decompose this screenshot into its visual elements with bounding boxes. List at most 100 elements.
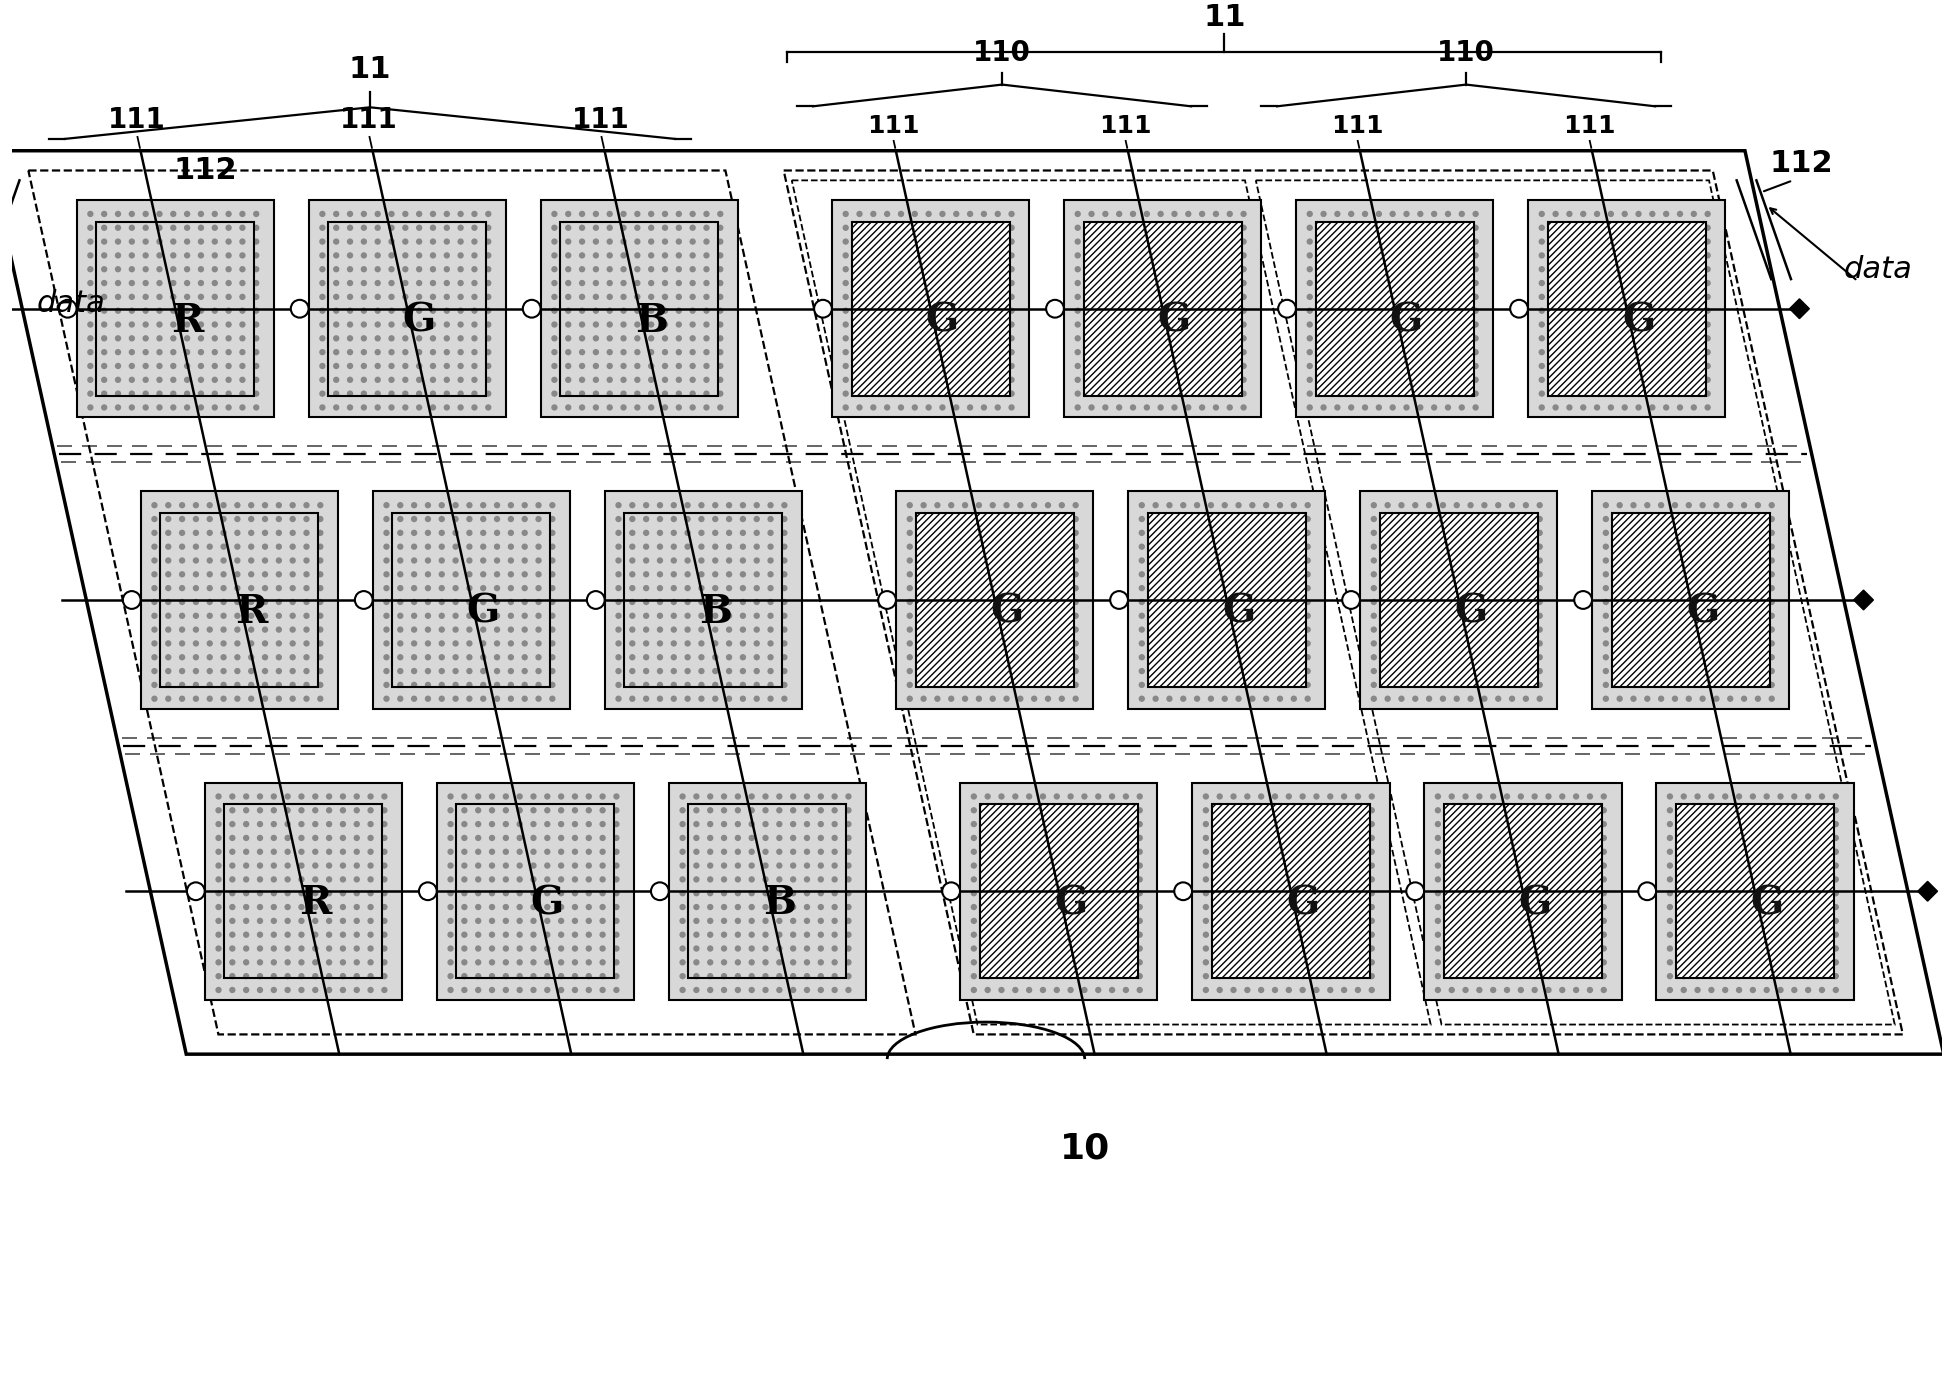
Circle shape	[1559, 974, 1565, 979]
Circle shape	[340, 918, 346, 924]
Circle shape	[1678, 211, 1682, 217]
Circle shape	[967, 294, 973, 299]
Circle shape	[754, 614, 760, 618]
Circle shape	[1110, 974, 1114, 979]
Circle shape	[998, 822, 1004, 826]
Circle shape	[1186, 364, 1190, 368]
Circle shape	[1153, 669, 1159, 673]
Circle shape	[1573, 932, 1579, 938]
Circle shape	[1432, 405, 1436, 410]
Circle shape	[703, 378, 709, 382]
Circle shape	[244, 946, 248, 952]
Circle shape	[1819, 918, 1825, 924]
Circle shape	[1032, 600, 1038, 604]
Circle shape	[1180, 586, 1186, 590]
Circle shape	[1581, 225, 1587, 230]
Circle shape	[389, 280, 395, 285]
Circle shape	[621, 378, 625, 382]
Circle shape	[1618, 614, 1622, 618]
Circle shape	[1635, 239, 1641, 244]
Circle shape	[551, 323, 557, 327]
Circle shape	[1778, 836, 1782, 840]
Circle shape	[240, 378, 244, 382]
Circle shape	[707, 849, 713, 854]
Circle shape	[444, 239, 449, 244]
Circle shape	[545, 794, 549, 798]
Circle shape	[254, 405, 258, 410]
Circle shape	[676, 309, 682, 313]
Circle shape	[981, 294, 987, 299]
Text: 110: 110	[973, 39, 1032, 66]
Circle shape	[129, 309, 135, 313]
Circle shape	[1258, 863, 1264, 867]
Circle shape	[334, 405, 338, 410]
Circle shape	[1223, 627, 1227, 632]
Circle shape	[545, 836, 549, 840]
Circle shape	[926, 323, 932, 327]
Circle shape	[871, 266, 875, 272]
Circle shape	[1073, 558, 1079, 563]
Circle shape	[1751, 822, 1755, 826]
Circle shape	[717, 323, 723, 327]
Circle shape	[635, 378, 639, 382]
Circle shape	[494, 600, 500, 604]
Circle shape	[481, 641, 487, 645]
Circle shape	[1778, 974, 1782, 979]
Circle shape	[741, 503, 744, 507]
Circle shape	[1792, 863, 1798, 867]
Circle shape	[1405, 364, 1409, 368]
Circle shape	[1321, 350, 1327, 354]
Circle shape	[1292, 600, 1296, 604]
Circle shape	[467, 545, 471, 549]
Circle shape	[778, 877, 782, 883]
Circle shape	[998, 960, 1004, 965]
Circle shape	[518, 946, 522, 952]
Circle shape	[1505, 974, 1510, 979]
Circle shape	[741, 614, 744, 618]
Circle shape	[580, 350, 584, 354]
Circle shape	[998, 932, 1004, 938]
Circle shape	[508, 683, 514, 687]
Circle shape	[1667, 836, 1673, 840]
Circle shape	[1587, 932, 1593, 938]
Circle shape	[764, 891, 768, 896]
Circle shape	[551, 336, 557, 341]
Circle shape	[858, 350, 862, 354]
Polygon shape	[1593, 491, 1790, 709]
Circle shape	[262, 600, 268, 604]
Circle shape	[1618, 503, 1622, 507]
Circle shape	[1278, 627, 1282, 632]
Circle shape	[1145, 225, 1149, 230]
Circle shape	[1286, 905, 1292, 910]
Circle shape	[1356, 987, 1360, 993]
Circle shape	[1069, 808, 1073, 812]
Circle shape	[1587, 877, 1593, 883]
Circle shape	[1399, 669, 1403, 673]
Circle shape	[1018, 627, 1022, 632]
Circle shape	[207, 669, 213, 673]
Circle shape	[457, 252, 463, 258]
Circle shape	[248, 572, 254, 576]
Circle shape	[1460, 211, 1464, 217]
Circle shape	[1159, 323, 1163, 327]
Circle shape	[676, 364, 682, 368]
Circle shape	[1450, 822, 1454, 826]
Circle shape	[1819, 849, 1825, 854]
Circle shape	[348, 350, 352, 354]
Circle shape	[522, 600, 528, 604]
Circle shape	[1426, 614, 1432, 618]
Circle shape	[1505, 863, 1510, 867]
Circle shape	[1524, 683, 1528, 687]
Circle shape	[1399, 696, 1403, 701]
Circle shape	[1167, 641, 1172, 645]
Circle shape	[727, 614, 731, 618]
Text: G: G	[1622, 302, 1655, 339]
Circle shape	[1278, 600, 1282, 604]
Circle shape	[995, 405, 1000, 410]
Circle shape	[1600, 905, 1606, 910]
Circle shape	[1510, 517, 1514, 521]
Circle shape	[1573, 849, 1579, 854]
Circle shape	[231, 974, 234, 979]
Circle shape	[1737, 836, 1741, 840]
Circle shape	[1376, 378, 1381, 382]
